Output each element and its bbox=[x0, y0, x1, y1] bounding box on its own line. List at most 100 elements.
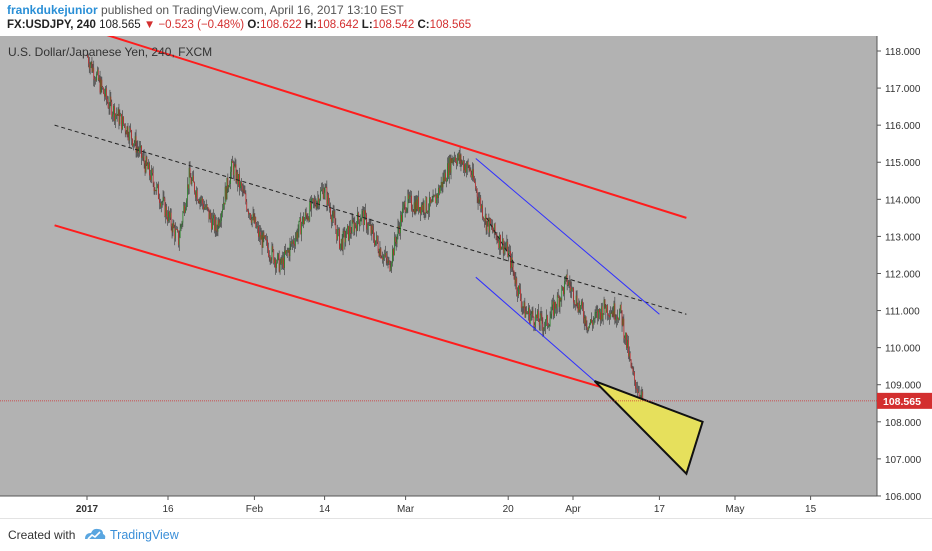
candle-body bbox=[612, 311, 614, 317]
candle-body bbox=[619, 311, 620, 320]
candle-body bbox=[228, 187, 230, 189]
candle-body bbox=[349, 226, 350, 241]
candle-body bbox=[430, 200, 432, 203]
candle-body bbox=[592, 322, 593, 326]
candle-body bbox=[262, 232, 264, 248]
candle-body bbox=[512, 267, 514, 271]
candle-body bbox=[361, 210, 363, 220]
candle-body bbox=[209, 212, 211, 220]
candle-body bbox=[623, 318, 625, 339]
candle-body bbox=[495, 233, 497, 236]
candle-body bbox=[268, 256, 270, 258]
change-value: −0.523 (−0.48%) bbox=[158, 19, 245, 31]
candle-body bbox=[174, 227, 176, 239]
candle-body bbox=[438, 187, 439, 199]
candle-body bbox=[260, 235, 262, 240]
candle-body bbox=[586, 326, 588, 328]
candle-body bbox=[568, 281, 570, 285]
candle-body bbox=[266, 239, 267, 241]
candle-body bbox=[488, 218, 490, 233]
candle-body bbox=[477, 196, 479, 203]
candle-body bbox=[400, 214, 401, 234]
candle-body bbox=[539, 313, 541, 326]
candle-body bbox=[576, 295, 578, 307]
candle-body bbox=[118, 109, 120, 125]
candle-body bbox=[611, 311, 613, 314]
candle-body bbox=[205, 207, 206, 209]
candle-body bbox=[474, 179, 475, 183]
candle-body bbox=[181, 222, 183, 226]
candle-body bbox=[95, 79, 96, 81]
candle-body bbox=[279, 263, 281, 272]
candle-body bbox=[510, 250, 511, 269]
candle-body bbox=[591, 319, 592, 323]
candle-body bbox=[259, 231, 261, 240]
candle-body bbox=[155, 190, 157, 191]
candle-body bbox=[579, 302, 581, 310]
candle-body bbox=[309, 201, 311, 221]
time-axis[interactable]: 2017 16 Feb 14 Mar 20 Apr 17 May 15 bbox=[76, 496, 817, 515]
candle-body bbox=[441, 181, 443, 188]
candle-body bbox=[160, 202, 161, 207]
candle-body bbox=[89, 64, 91, 69]
candle-body bbox=[362, 210, 364, 211]
candle-body bbox=[341, 238, 343, 250]
target-triangle bbox=[593, 380, 704, 476]
down-arrow-icon: ▼ bbox=[143, 19, 156, 31]
candle-body bbox=[536, 314, 537, 318]
tradingview-logo-icon[interactable] bbox=[83, 527, 107, 543]
candle-body bbox=[411, 195, 412, 210]
price-chart[interactable]: 108.565 118.000 117.000 116.000 115.000 114.… bbox=[0, 27, 932, 518]
author-link[interactable]: frankdukejunior bbox=[7, 3, 98, 17]
candle-body bbox=[486, 221, 488, 231]
candle-body bbox=[253, 213, 255, 223]
candle-body bbox=[116, 114, 118, 116]
tradingview-brand-link[interactable]: TradingView bbox=[110, 528, 179, 542]
candle-body bbox=[352, 219, 354, 223]
candle-body bbox=[588, 326, 590, 330]
candle-body bbox=[613, 303, 615, 317]
candle-body bbox=[127, 126, 129, 138]
candle-body bbox=[622, 318, 624, 326]
candle-body bbox=[503, 246, 505, 254]
candle-body bbox=[433, 195, 435, 197]
candle-body bbox=[544, 327, 545, 329]
candle-body bbox=[220, 220, 221, 223]
candle-body bbox=[505, 247, 507, 249]
candle-body bbox=[261, 235, 263, 248]
candle-body bbox=[159, 199, 160, 203]
candle-body bbox=[417, 197, 419, 210]
candle-body bbox=[295, 232, 297, 239]
candle-body bbox=[117, 109, 119, 116]
candle-body bbox=[375, 240, 376, 246]
candle-body bbox=[494, 223, 496, 234]
candle-body bbox=[104, 93, 105, 97]
candle-body bbox=[543, 328, 545, 331]
chart-area[interactable]: 108.565 118.000 117.000 116.000 115.000 114.… bbox=[0, 27, 932, 518]
candle-body bbox=[565, 277, 566, 282]
candle-body bbox=[146, 156, 148, 165]
candle-body bbox=[511, 257, 512, 269]
candle-body bbox=[293, 240, 294, 244]
candle-body bbox=[313, 200, 315, 202]
candle-body bbox=[308, 217, 310, 221]
candle-body bbox=[526, 311, 527, 313]
candle-body bbox=[274, 259, 275, 264]
candle-body bbox=[339, 229, 340, 249]
candle-body bbox=[564, 281, 565, 295]
candle-body bbox=[418, 197, 419, 212]
candle-body bbox=[270, 259, 272, 261]
candle-body bbox=[483, 217, 484, 220]
candle-body bbox=[282, 257, 284, 265]
candle-body bbox=[607, 305, 608, 315]
candle-body bbox=[340, 238, 342, 244]
candle-body bbox=[194, 182, 195, 193]
candle-body bbox=[256, 226, 257, 228]
candle-body bbox=[555, 301, 556, 309]
candle-body bbox=[563, 287, 564, 295]
candle-body bbox=[490, 218, 491, 226]
drawings: 108.565 bbox=[0, 27, 932, 476]
price-axis[interactable]: 118.000 117.000 116.000 115.000 114.000 113.0… bbox=[877, 47, 922, 503]
candle-body bbox=[427, 211, 428, 213]
candle-body bbox=[202, 198, 203, 204]
